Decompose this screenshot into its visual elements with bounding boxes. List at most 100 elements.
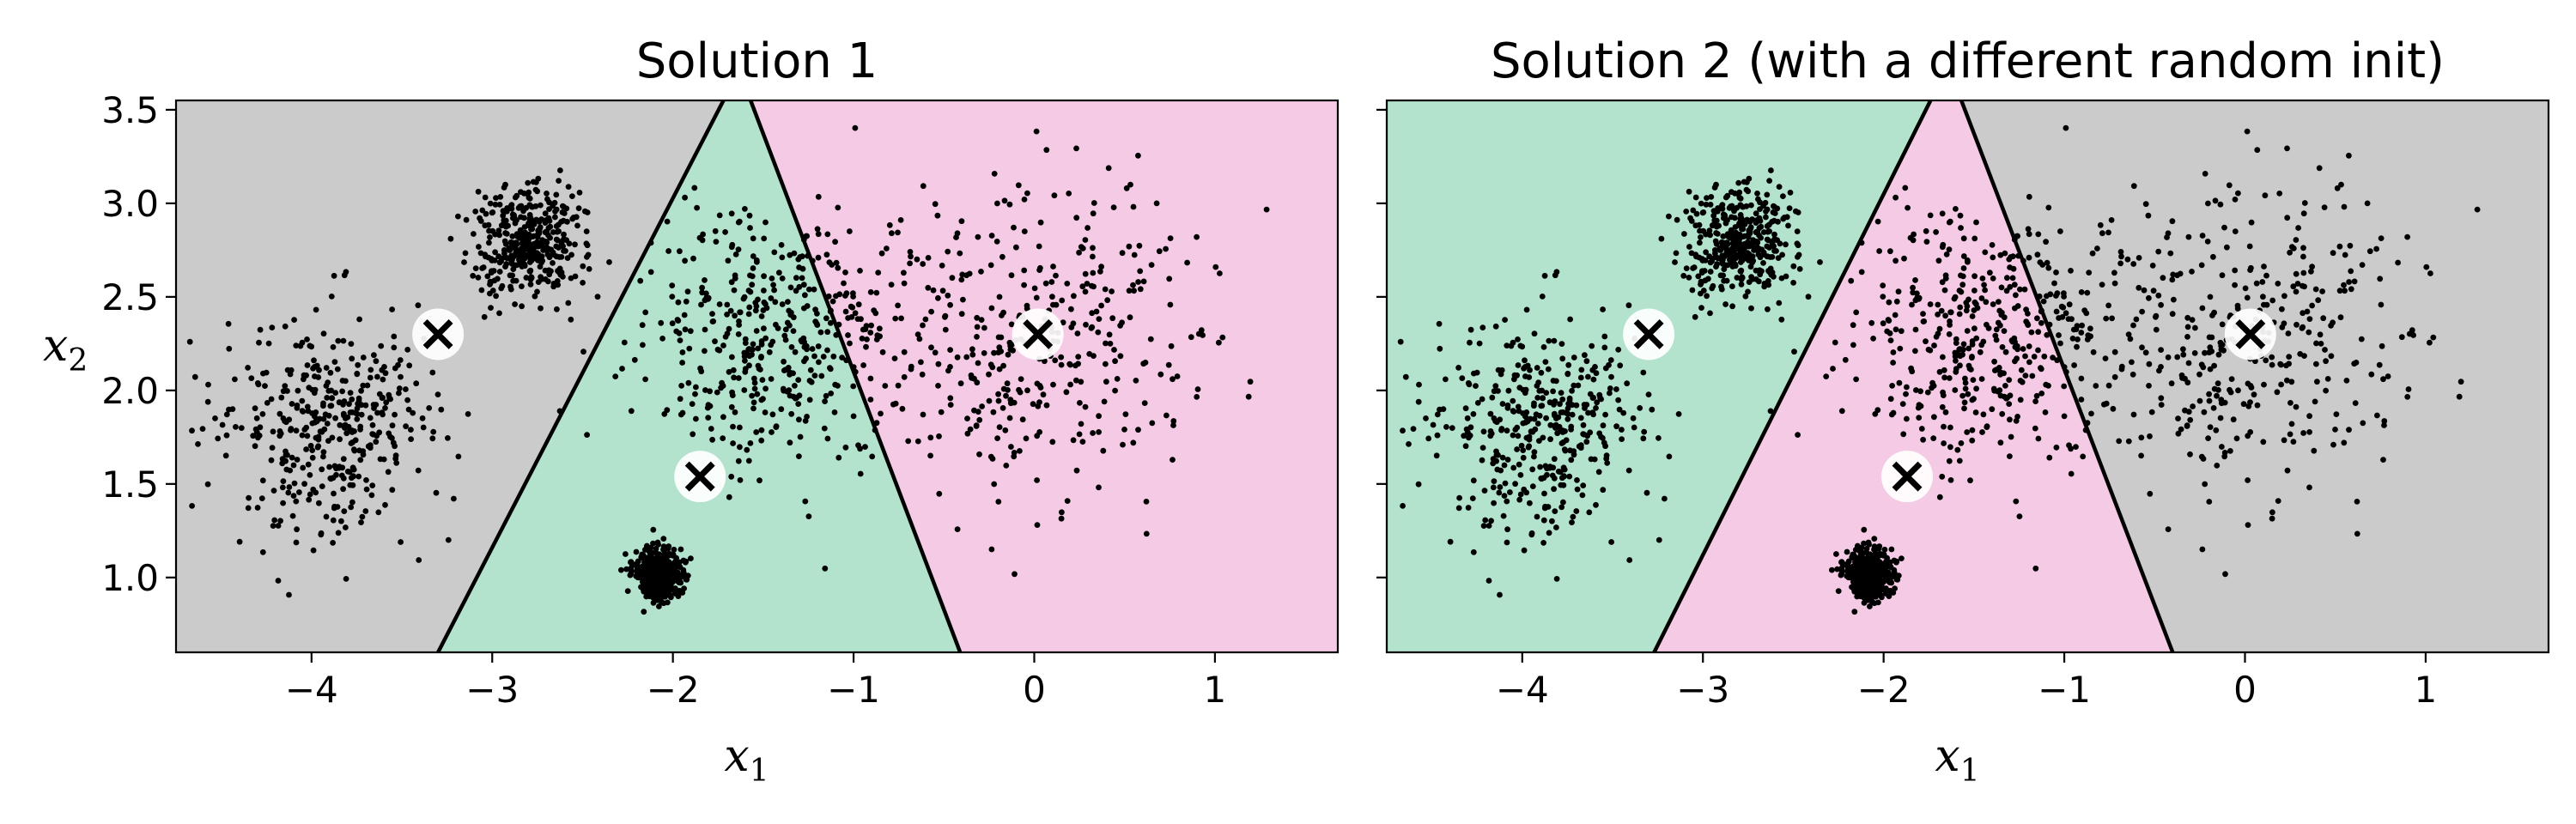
chart2-point — [2287, 249, 2293, 256]
chart2-point — [1970, 377, 1977, 383]
chart2-point — [1941, 287, 1948, 294]
chart2-point — [2301, 200, 2308, 206]
chart1-point — [1091, 353, 1097, 359]
chart2-point — [1704, 293, 1710, 300]
chart1-point — [732, 312, 738, 319]
chart1-point — [310, 365, 316, 372]
chart1-point — [349, 464, 356, 471]
chart1-point — [914, 331, 921, 337]
chart2-plot-area — [1387, 100, 2549, 652]
chart2-point — [1877, 569, 1883, 576]
chart2-point — [2232, 282, 2239, 288]
chart2-point — [1886, 318, 1893, 324]
chart2-point — [1990, 276, 1996, 282]
chart1-point — [712, 227, 719, 234]
chart2-point — [1965, 391, 1971, 397]
chart1-point — [1053, 272, 1059, 279]
chart1-point — [1245, 393, 1252, 400]
chart2-point — [1693, 210, 1700, 217]
chart2-point — [1913, 387, 1919, 393]
chart2-point — [1536, 438, 1542, 444]
chart1-point — [675, 299, 682, 306]
chart1-point — [1000, 362, 1006, 369]
chart2-point — [2004, 275, 2010, 282]
chart2-point — [2167, 250, 2174, 257]
chart1-point — [367, 445, 374, 451]
chart1-point — [1050, 301, 1056, 308]
chart2-point — [2309, 302, 2316, 309]
chart2-point — [2094, 245, 2100, 251]
chart1-point — [223, 411, 230, 418]
chart1-point — [669, 320, 676, 327]
chart2-point — [1935, 330, 1941, 337]
chart2-point — [1504, 526, 1510, 533]
chart1-point — [920, 322, 926, 329]
chart2-point — [1542, 359, 1549, 365]
chart1-point — [290, 493, 297, 499]
chart2-point — [2073, 444, 2079, 450]
chart1-point — [994, 435, 1000, 441]
chart1-point — [932, 201, 939, 208]
chart2-point — [1514, 446, 1520, 452]
chart1-point — [800, 282, 807, 288]
chart2-point — [1981, 282, 1988, 288]
chart1-point — [995, 349, 1002, 356]
chart1-point — [488, 305, 494, 311]
chart1-point — [1090, 270, 1097, 276]
chart1-point — [935, 360, 942, 367]
chart1-point — [657, 584, 663, 590]
chart2-point — [1469, 495, 1476, 501]
chart1-point — [775, 325, 781, 331]
chart1-point — [545, 225, 552, 231]
chart1-point — [1096, 316, 1103, 322]
chart2-point — [1436, 320, 1443, 327]
chart1-point — [624, 588, 631, 594]
chart2-point — [1952, 294, 1959, 300]
chart1-point — [404, 397, 410, 403]
chart1-point — [751, 385, 758, 392]
chart2-point — [1686, 244, 1692, 250]
chart1-point — [556, 270, 563, 276]
chart2-point — [1523, 306, 1530, 313]
chart1-point — [796, 283, 803, 290]
chart2-point — [1569, 411, 1576, 418]
chart2-point — [1861, 540, 1867, 547]
chart1-point — [346, 469, 353, 476]
chart2-point — [1580, 421, 1587, 428]
chart2-point — [1890, 349, 1897, 355]
chart2-point — [1874, 218, 1881, 225]
chart1-point — [501, 247, 507, 253]
chart1-point — [486, 239, 492, 246]
chart1-point — [320, 415, 327, 422]
chart1-point — [897, 217, 904, 223]
chart2-point — [1742, 293, 1749, 300]
chart2-point — [2368, 371, 2375, 378]
chart1-point — [1093, 308, 1100, 315]
chart1-point — [391, 333, 398, 340]
chart2-point — [2078, 375, 2085, 382]
chart1-point — [747, 272, 753, 279]
chart2-point — [1887, 248, 1893, 255]
chart2-point — [1893, 326, 1899, 333]
chart2-point — [2063, 124, 2069, 131]
chart2-point — [1579, 492, 1586, 499]
chart2-point — [1776, 184, 1783, 191]
chart1-point — [488, 256, 495, 263]
chart1-point — [746, 353, 753, 360]
chart2-point — [2380, 457, 2386, 463]
chart2-point — [1779, 251, 1786, 258]
chart1-point — [408, 436, 414, 442]
chart2-point — [1574, 477, 1580, 483]
chart1-point — [735, 457, 742, 464]
chart2-point — [1910, 289, 1917, 296]
chart1-point — [1098, 264, 1104, 270]
chart1-point — [286, 484, 293, 490]
chart2-point — [2293, 270, 2300, 277]
chart2-point — [1990, 301, 1996, 307]
chart2-point — [1624, 380, 1631, 387]
chart2-point — [2160, 275, 2166, 282]
chart1-point — [788, 344, 795, 350]
chart2-point — [1557, 401, 1563, 408]
chart1-plot-area — [176, 100, 1338, 652]
chart2-point — [1504, 427, 1510, 434]
